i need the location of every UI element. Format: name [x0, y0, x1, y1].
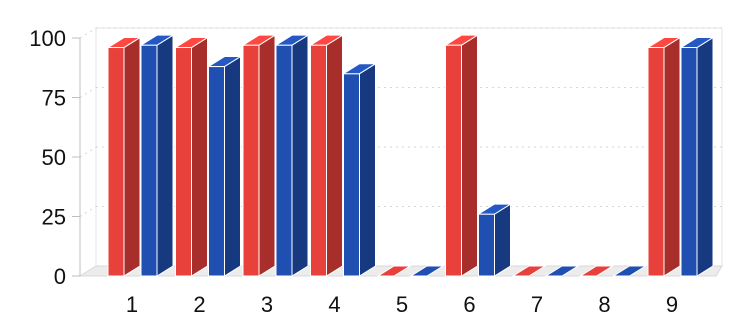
bar-s1-c9-top: [646, 37, 682, 49]
bar-s1-c6-top: [443, 34, 480, 46]
x-tick-label-9: 9: [666, 292, 678, 317]
bar-s2-c7: [544, 265, 580, 277]
bar-s2-c2: [208, 66, 225, 277]
bar-s2-c9: [680, 47, 698, 277]
bar-s2-c5: [409, 265, 445, 277]
bar-s2-c8: [611, 265, 648, 277]
bar-s1-c5: [376, 265, 412, 277]
bar-s2-c1-side: [156, 34, 174, 277]
bar-s1-c7: [511, 265, 547, 277]
bar-s1-c1: [107, 47, 125, 277]
y-tick-label-75: 75: [42, 86, 66, 111]
bar-s1-c6: [445, 44, 462, 277]
bar-s1-c4: [310, 44, 327, 277]
bar-s1-c8: [578, 265, 615, 277]
bar-s1-c3: [242, 44, 260, 277]
bar-s2-c1-top: [139, 34, 175, 46]
bar-s2-c9-top: [679, 37, 715, 49]
bar-s2-c9-side: [696, 36, 714, 277]
bar-s2-c6-top: [476, 203, 513, 215]
bar-s2-c3-top: [274, 34, 310, 46]
x-tick-label-1: 1: [126, 292, 138, 317]
bar-s2-c4-side: [359, 62, 376, 277]
bar-s2-c4: [343, 73, 360, 277]
bar-s1-c9: [647, 47, 665, 277]
bar-s1-c2-side: [191, 36, 208, 277]
bar-s1-c2: [175, 47, 192, 277]
y-tick-label-0: 0: [54, 264, 66, 289]
bar-s2-c3: [275, 44, 293, 277]
bar-s1-c1-top: [106, 37, 142, 49]
bar-s2-c3-side: [291, 34, 309, 277]
y-tick-label-100: 100: [29, 26, 66, 51]
bar-s2-c2-top: [206, 56, 243, 68]
bar-s1-c3-side: [258, 34, 276, 277]
bar-s1-c6-side: [461, 34, 478, 277]
gridline-depth-50: [79, 146, 97, 158]
bar-s2-c6: [478, 213, 495, 277]
x-tick-label-5: 5: [396, 292, 408, 317]
x-tick-label-7: 7: [531, 292, 543, 317]
x-tick-label-8: 8: [598, 292, 610, 317]
bar-s1-c9-side: [663, 36, 681, 277]
gridline-depth-25: [79, 206, 97, 217]
bar-s1-c2-top: [173, 37, 210, 49]
bar-s2-c6-side: [494, 203, 511, 277]
x-tick-label-4: 4: [328, 292, 340, 317]
y-tick-label-50: 50: [42, 145, 66, 170]
x-tick-label-2: 2: [193, 292, 205, 317]
gridline-depth-100: [79, 27, 97, 39]
y-tick-label-25: 25: [42, 205, 66, 230]
bar-s1-c3-top: [241, 34, 277, 46]
bar-s1-c4-side: [326, 34, 343, 277]
bar-s2-c1: [140, 44, 158, 277]
bar-s1-c4-top: [308, 34, 345, 46]
bar-s2-c4-top: [341, 63, 378, 75]
x-tick-label-6: 6: [463, 292, 475, 317]
bar-s2-c2-side: [224, 55, 241, 277]
gridline-depth-75: [79, 87, 97, 98]
bar-s1-c1-side: [123, 36, 141, 277]
x-tick-label-3: 3: [261, 292, 273, 317]
